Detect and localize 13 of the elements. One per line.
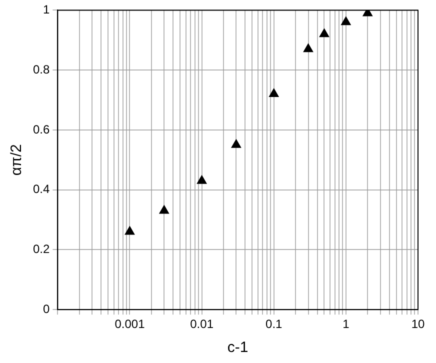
x-tick-label: 0.1 [266, 317, 283, 332]
x-axis-title: c-1 [227, 339, 248, 356]
y-tick-label: 0.6 [32, 122, 50, 136]
y-tick-label: 0.2 [32, 242, 50, 256]
x-tick-label: 1 [342, 317, 350, 332]
y-tick-label: 0.4 [32, 182, 50, 196]
x-tick-label: 0.01 [190, 317, 214, 332]
y-axis-title: απ/2 [8, 144, 26, 176]
x-tick-label: 0.001 [114, 317, 146, 332]
y-tick-label: 0.8 [32, 62, 50, 76]
y-tick-label: 0 [42, 302, 50, 316]
y-tick-label: 1 [42, 2, 50, 17]
x-tick-label: 10 [411, 317, 425, 332]
